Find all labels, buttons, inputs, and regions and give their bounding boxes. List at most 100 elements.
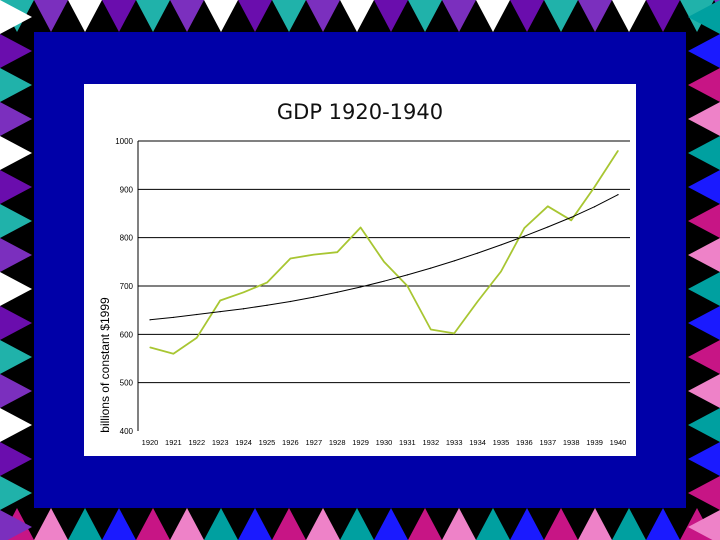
- border-triangle: [646, 508, 680, 540]
- trend-line-point: [219, 311, 221, 313]
- border-triangle: [688, 68, 720, 102]
- border-triangle: [204, 508, 238, 540]
- border-triangle: [612, 0, 646, 32]
- chart-card: GDP 1920-1940 billions of constant $1999…: [84, 84, 636, 456]
- chart-title: GDP 1920-1940: [276, 100, 444, 124]
- border-triangle: [340, 508, 374, 540]
- border-triangle: [688, 102, 720, 136]
- trend-line-point: [196, 313, 198, 316]
- trend-line-point: [243, 308, 245, 310]
- x-tick-label: 1926: [282, 438, 299, 447]
- y-tick-label: 400: [120, 427, 134, 436]
- x-tick-label: 1928: [329, 438, 346, 447]
- border-triangle: [442, 508, 476, 540]
- gdp-line-point: [243, 291, 245, 293]
- border-triangle: [612, 508, 646, 540]
- gdp-line-point: [523, 227, 525, 229]
- border-triangle: [688, 136, 720, 170]
- border-triangle: [0, 102, 32, 136]
- border-triangle: [374, 508, 408, 540]
- border-triangle: [0, 272, 32, 306]
- gdp-line-point: [453, 332, 455, 334]
- border-triangle: [340, 0, 374, 32]
- border-triangle: [68, 0, 102, 32]
- border-triangle: [170, 508, 204, 540]
- border-triangle: [136, 508, 170, 540]
- x-tick-label: 1931: [399, 438, 416, 447]
- x-tick-label: 1940: [610, 438, 627, 447]
- border-triangle: [688, 306, 720, 340]
- border-triangle: [646, 0, 680, 32]
- gdp-line-point: [547, 205, 549, 207]
- border-triangle: [102, 508, 136, 540]
- gdp-line-point: [594, 186, 596, 188]
- border-triangle: [578, 508, 612, 540]
- border-triangle: [0, 34, 32, 68]
- y-tick-label: 600: [120, 330, 134, 339]
- trend-line-point: [453, 260, 455, 262]
- border-triangle: [688, 340, 720, 374]
- gdp-line-point: [149, 346, 151, 348]
- x-tick-label: 1932: [422, 438, 439, 447]
- border-triangle: [688, 272, 720, 306]
- y-tick-label: 700: [120, 282, 134, 291]
- x-tick-label: 1938: [563, 438, 580, 447]
- plot-area: 400 500 600 700 800 900 1000 1920 1921 1922 1923 19…: [115, 137, 630, 447]
- border-triangle: [688, 374, 720, 408]
- gdp-line-point: [570, 219, 572, 221]
- trend-line-point: [570, 216, 572, 218]
- trend-line-point: [547, 226, 549, 228]
- gdp-line-point: [313, 253, 315, 256]
- trend-line-point: [383, 280, 385, 282]
- trend-line-point: [289, 300, 291, 303]
- border-triangle: [0, 510, 32, 540]
- x-tick-label: 1929: [352, 438, 369, 447]
- border-triangle: [306, 0, 340, 32]
- border-triangle: [374, 0, 408, 32]
- x-tick-label: 1920: [142, 438, 159, 447]
- border-triangle: [102, 0, 136, 32]
- trend-line-point: [430, 267, 432, 269]
- border-triangle: [408, 0, 442, 32]
- x-tick-label: 1933: [446, 438, 463, 447]
- border-triangle: [476, 0, 510, 32]
- border-triangle: [688, 34, 720, 68]
- x-tick-label: 1936: [516, 438, 533, 447]
- border-triangle: [688, 442, 720, 476]
- y-tick-label: 1000: [115, 137, 133, 146]
- gdp-line-point: [430, 328, 432, 331]
- border-triangle: [688, 170, 720, 204]
- gdp-line-point: [406, 285, 408, 287]
- border-triangle: [0, 68, 32, 102]
- border-triangle: [688, 510, 720, 540]
- x-tick-label: 1924: [235, 438, 252, 447]
- trend-line-point: [149, 319, 151, 321]
- gdp-line-point: [219, 299, 221, 302]
- border-triangle: [688, 408, 720, 442]
- x-tick-label: 1925: [259, 438, 276, 447]
- trend-line-point: [266, 304, 268, 306]
- border-triangle: [544, 508, 578, 540]
- x-tick-label: 1939: [586, 438, 603, 447]
- trend-line-point: [617, 194, 619, 196]
- trend-line-point: [313, 296, 315, 298]
- x-tick-label: 1935: [493, 438, 510, 447]
- y-tick-label: 500: [120, 379, 134, 388]
- border-triangle: [688, 0, 720, 34]
- gdp-line-point: [500, 270, 502, 273]
- gdp-line-point: [289, 257, 291, 260]
- border-triangle: [34, 508, 68, 540]
- border-triangle: [0, 340, 32, 374]
- border-triangle: [544, 0, 578, 32]
- border-triangle: [238, 0, 272, 32]
- gdp-line-point: [477, 300, 479, 303]
- border-triangle: [0, 238, 32, 272]
- x-tick-label: 1922: [188, 438, 205, 447]
- gdp-line-point: [383, 261, 385, 263]
- border-triangle: [476, 508, 510, 540]
- trend-line-point: [406, 274, 408, 276]
- trend-line-point: [477, 252, 479, 254]
- border-triangle: [0, 0, 32, 34]
